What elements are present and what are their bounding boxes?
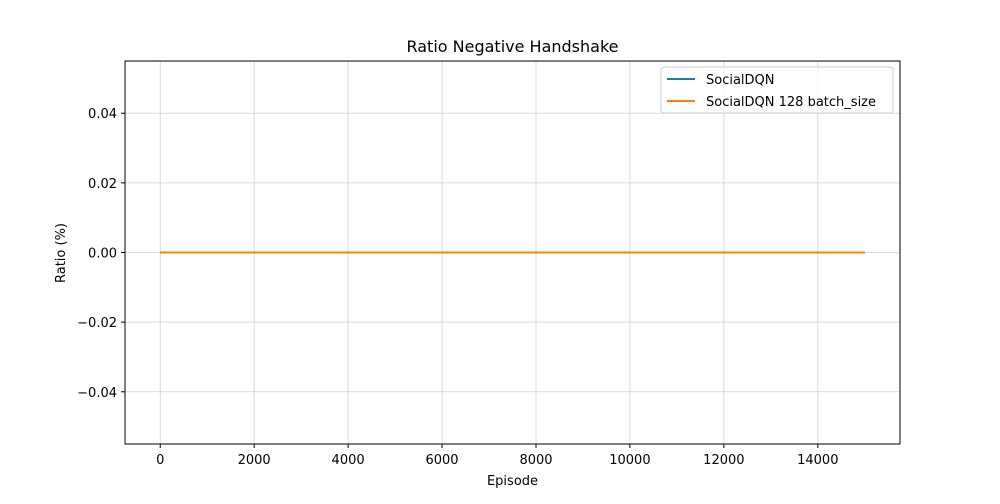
x-tick-label: 10000 [609,453,650,468]
chart-title: Ratio Negative Handshake [406,37,618,56]
x-tick-label: 12000 [703,453,744,468]
legend-label-1: SocialDQN [706,73,775,88]
y-tick-label: −0.04 [77,386,117,401]
x-tick-label: 0 [156,453,164,468]
y-tick-label: 0.02 [88,177,117,192]
x-tick-label: 4000 [332,453,365,468]
y-tick-label: 0.00 [88,247,117,262]
x-axis-label: Episode [487,474,538,489]
y-axis-label: Ratio (%) [54,223,69,283]
x-tick-label: 14000 [797,453,838,468]
plot-area: 0 2000 4000 6000 8000 10000 12000 14000 −0.04 −0.… [77,60,901,468]
legend-box [660,66,894,114]
x-tick-label: 2000 [238,453,271,468]
x-tick-label: 6000 [425,453,458,468]
legend-label-2: SocialDQN 128 batch_size [706,95,876,110]
y-tick-label: −0.02 [77,316,117,331]
y-tick-label: 0.04 [88,107,117,122]
x-tick-label: 8000 [519,453,552,468]
